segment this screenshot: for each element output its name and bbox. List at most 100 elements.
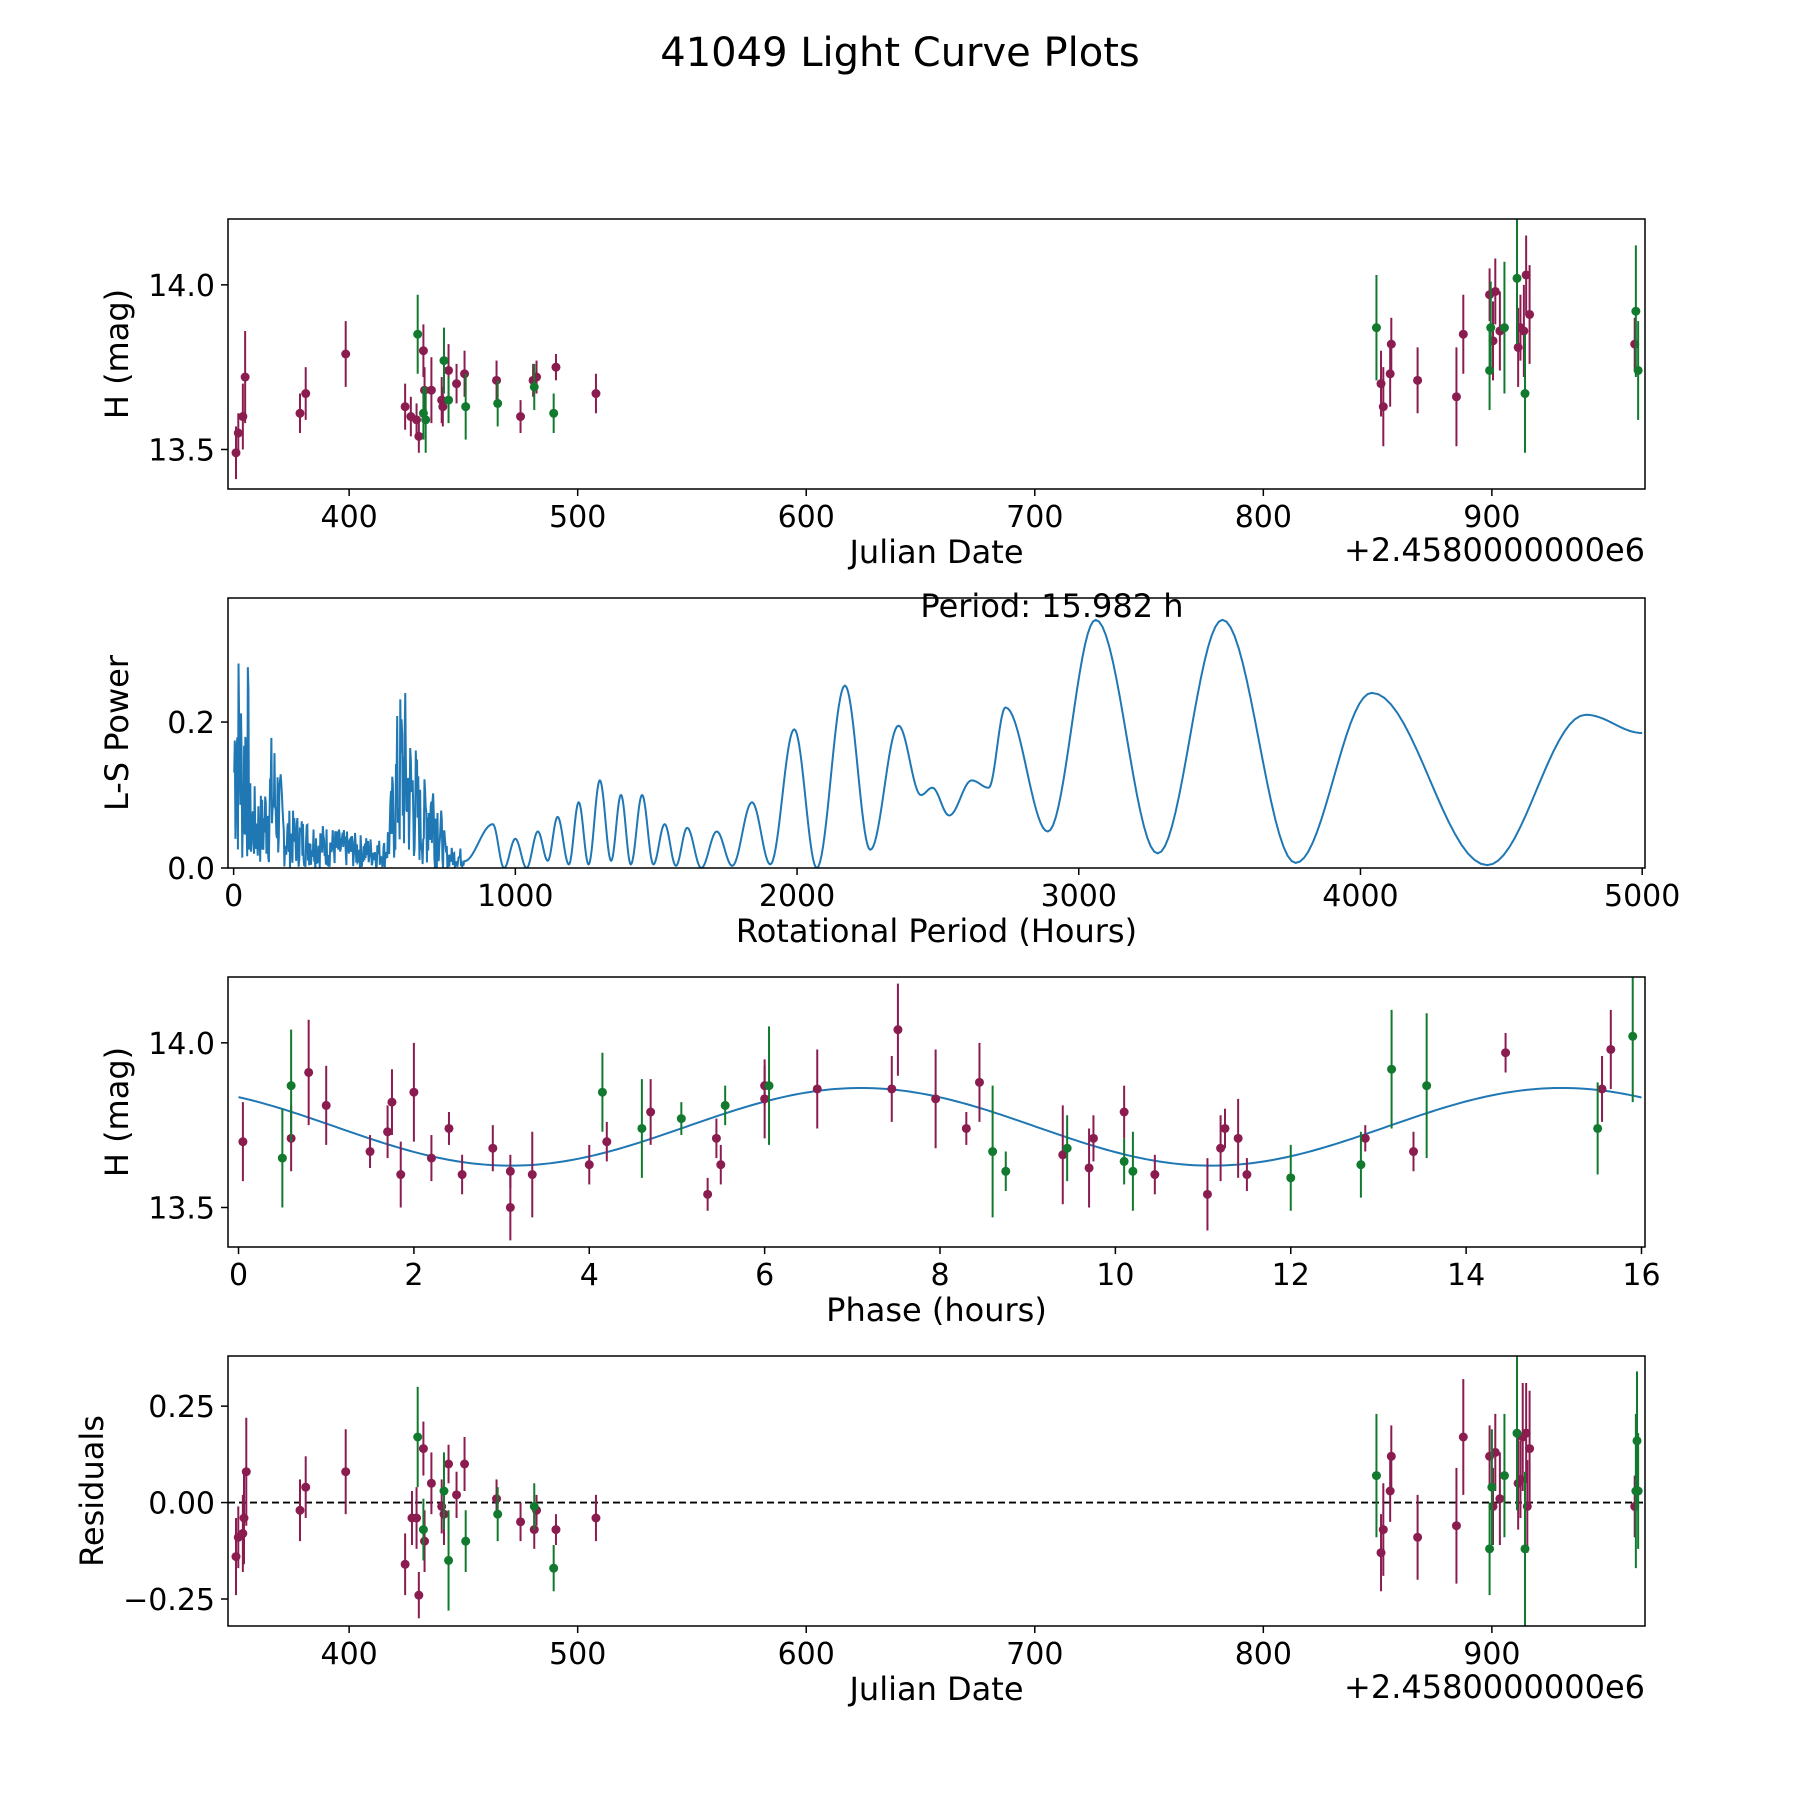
data-point-r [1495, 1494, 1505, 1504]
data-point-g [1485, 1544, 1495, 1554]
x-tick-label: 900 [1463, 1637, 1520, 1672]
data-point-r [1490, 286, 1500, 296]
data-point-r [1242, 1170, 1252, 1180]
data-point-r [1413, 1532, 1423, 1542]
data-point-g [444, 1555, 454, 1565]
data-point-g [1486, 323, 1496, 333]
y-tick-label: 0.0 [167, 852, 215, 887]
data-point-r [527, 1170, 537, 1180]
data-point-r [1385, 369, 1395, 379]
data-point-g [549, 1563, 559, 1573]
data-point-r [1216, 1143, 1226, 1153]
plot-area [233, 618, 1643, 868]
data-point-r [418, 346, 428, 356]
data-point-g [461, 1536, 471, 1546]
x-tick-label: 1000 [477, 879, 553, 914]
x-tick-label: 16 [1622, 1258, 1660, 1293]
data-point-g [1422, 1081, 1432, 1091]
data-point-r [931, 1094, 941, 1104]
x-tick-label: 800 [1235, 500, 1292, 535]
data-point-r [1150, 1170, 1160, 1180]
data-point-g [461, 402, 471, 412]
data-point-r [1488, 1501, 1498, 1511]
data-point-r [1386, 1451, 1396, 1461]
data-point-g [1499, 323, 1509, 333]
plot-area [228, 1356, 1645, 1626]
data-point-r [591, 389, 601, 399]
y-tick-label: 0.2 [167, 706, 215, 741]
data-point-r [301, 1482, 311, 1492]
data-point-g [1628, 1031, 1638, 1041]
y-tick-label: −0.25 [123, 1583, 215, 1618]
data-point-r [460, 1459, 470, 1469]
x-axis-label: Julian Date [847, 1670, 1023, 1708]
data-point-r [1360, 1133, 1370, 1143]
data-point-r [414, 431, 424, 441]
x-tick-label: 0 [229, 1258, 248, 1293]
x-tick-label: 5000 [1604, 879, 1680, 914]
data-point-r [591, 1513, 601, 1523]
axes-frame [227, 976, 1646, 1248]
data-point-r [444, 1123, 454, 1133]
data-point-r [457, 1170, 467, 1180]
data-point-r [341, 349, 351, 359]
y-tick-label: 0.25 [148, 1390, 215, 1425]
y-tick-label: 0.00 [148, 1487, 215, 1522]
data-point-r [1220, 1123, 1230, 1133]
data-point-g [277, 1153, 287, 1163]
data-point-g [421, 415, 431, 425]
data-point-g [493, 398, 503, 408]
data-point-r [492, 1494, 502, 1504]
x-tick-label: 14 [1447, 1258, 1485, 1293]
data-point-g [1387, 1064, 1397, 1074]
data-point-r [1088, 1133, 1098, 1143]
data-point-g [1371, 1471, 1381, 1481]
data-point-r [492, 375, 502, 385]
data-point-r [321, 1100, 331, 1110]
data-point-r [1451, 392, 1461, 402]
x-tick-label: 800 [1235, 1637, 1292, 1672]
data-point-g [1286, 1173, 1296, 1183]
data-point-r [516, 1517, 526, 1527]
data-point-g [529, 1501, 539, 1511]
axes-frame [227, 597, 1646, 869]
data-point-r [961, 1123, 971, 1133]
x-tick-label: 600 [778, 1637, 835, 1672]
x-axis-label: Phase (hours) [826, 1291, 1047, 1329]
data-point-g [529, 382, 539, 392]
data-point-r [409, 1087, 419, 1097]
data-point-g [988, 1147, 998, 1157]
data-point-g [1633, 1486, 1643, 1496]
data-point-r [295, 1505, 305, 1515]
data-point-r [1233, 1133, 1243, 1143]
data-point-g [1512, 273, 1522, 283]
data-point-r [452, 379, 462, 389]
data-point-r [238, 1528, 248, 1538]
x-axis-label: Julian Date [847, 533, 1023, 571]
data-point-r [1606, 1044, 1616, 1054]
data-point-r [426, 1153, 436, 1163]
panel-lightcurve: 400 500 600 700 800 900 13.5 14.0 Julian Date H (… [98, 218, 1646, 571]
x-tick-label: 10 [1096, 1258, 1134, 1293]
data-point-r [1501, 1048, 1511, 1058]
x-tick-label: 900 [1463, 500, 1520, 535]
data-point-g [1062, 1143, 1072, 1153]
data-point-r [646, 1107, 656, 1117]
data-point-r [1521, 270, 1531, 280]
data-point-g [764, 1081, 774, 1091]
y-axis-label: H (mag) [98, 1047, 136, 1177]
x-tick-label: 600 [778, 500, 835, 535]
x-tick-label: 4 [580, 1258, 599, 1293]
data-point-r [420, 385, 430, 395]
data-point-g [1128, 1166, 1138, 1176]
x-offset-text: +2.4580000000e6 [1344, 1668, 1645, 1706]
data-point-r [551, 1525, 561, 1535]
data-point-r [1597, 1084, 1607, 1094]
panel-residuals: 400 500 600 700 800 900 −0.25 0.00 0.25 Julian Da… [73, 1355, 1646, 1708]
plot-area [238, 977, 1642, 1241]
data-point-r [505, 1202, 515, 1212]
data-point-g [1632, 1436, 1642, 1446]
x-offset-text: +2.4580000000e6 [1344, 531, 1645, 569]
data-point-g [413, 329, 423, 339]
y-axis-label: Residuals [73, 1415, 111, 1567]
